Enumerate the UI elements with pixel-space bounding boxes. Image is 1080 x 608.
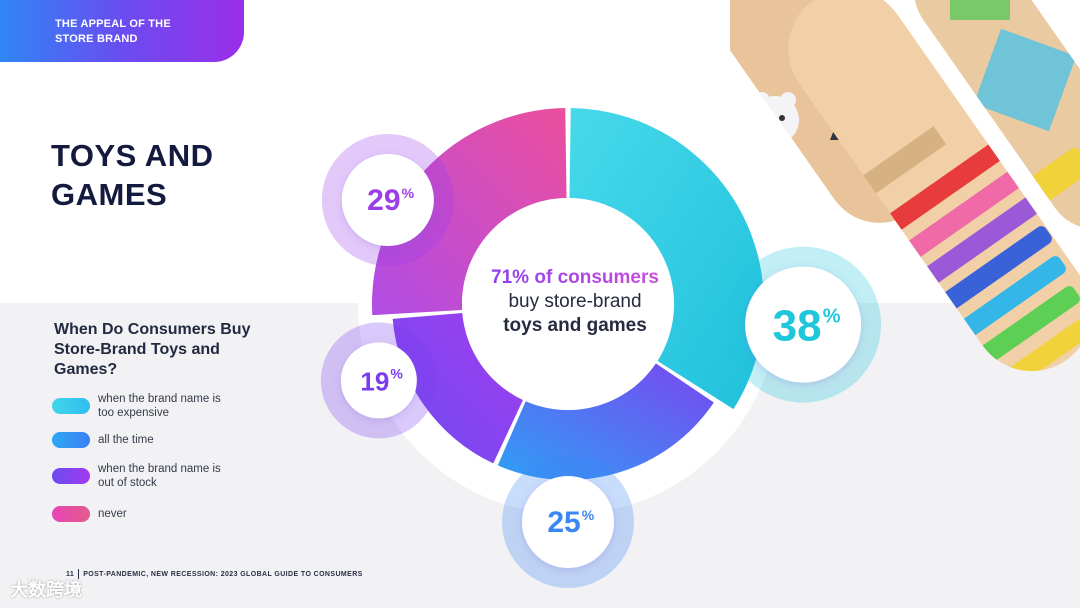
- donut-slice-1: [497, 363, 714, 481]
- center-line-2: buy store-brand: [508, 291, 642, 312]
- data-label-unit-3: %: [402, 185, 415, 201]
- footer-text: POST-PANDEMIC, NEW RECESSION: 2023 GLOBA…: [83, 570, 363, 578]
- legend-label: when the brand name is out of stock: [98, 463, 221, 489]
- chart-subtitle: When Do Consumers Buy Store-Brand Toys a…: [54, 321, 251, 378]
- badge-circle-2: [340, 342, 417, 419]
- legend-swatch: [52, 468, 90, 484]
- toys-photo-illustration: [730, 0, 1080, 380]
- data-label-3: 29: [367, 184, 400, 217]
- footer-divider: [78, 569, 80, 579]
- center-highlight: 71% of consumers: [470, 266, 680, 290]
- legend-label: when the brand name is too expensive: [98, 393, 221, 419]
- donut-slice-3: [372, 108, 567, 316]
- legend-item: when the brand name is too expensive: [52, 392, 258, 420]
- data-label-1: 25: [547, 506, 580, 539]
- donut-center-text: 71% of consumers buy store-brand toys an…: [470, 266, 680, 338]
- donut-hole: [462, 198, 674, 410]
- data-label-unit-2: %: [390, 365, 403, 381]
- badge-circle-1: [522, 476, 614, 568]
- data-label-unit-0: %: [823, 306, 841, 328]
- watermark: 大数跨境: [10, 580, 82, 600]
- section-tag-label: THE APPEAL OF THE STORE BRAND: [55, 18, 171, 45]
- legend-swatch: [52, 432, 90, 448]
- data-label-2: 19: [360, 366, 389, 396]
- legend-label: all the time: [98, 434, 154, 446]
- legend-swatch: [52, 506, 90, 522]
- toy-block-icon: [973, 28, 1077, 132]
- data-label-unit-1: %: [582, 507, 595, 523]
- legend-item: when the brand name is out of stock: [52, 462, 258, 490]
- badge-circle-3: [341, 154, 434, 246]
- page-title: TOYS AND GAMES: [51, 138, 214, 212]
- page-number: 11: [66, 570, 75, 578]
- section-tag: THE APPEAL OF THE STORE BRAND: [0, 0, 244, 62]
- donut-slice-2: [392, 312, 523, 464]
- page-footer: 11 POST-PANDEMIC, NEW RECESSION: 2023 GL…: [66, 569, 363, 579]
- legend-item: all the time: [52, 432, 258, 448]
- legend-item: never: [52, 506, 258, 522]
- data-label-0: 38: [773, 302, 822, 351]
- donut-slice-0: [569, 108, 765, 410]
- badge-circle-0: [745, 266, 862, 383]
- legend-swatch: [52, 398, 90, 414]
- center-line-3: toys and games: [503, 315, 647, 336]
- legend-label: never: [98, 508, 127, 520]
